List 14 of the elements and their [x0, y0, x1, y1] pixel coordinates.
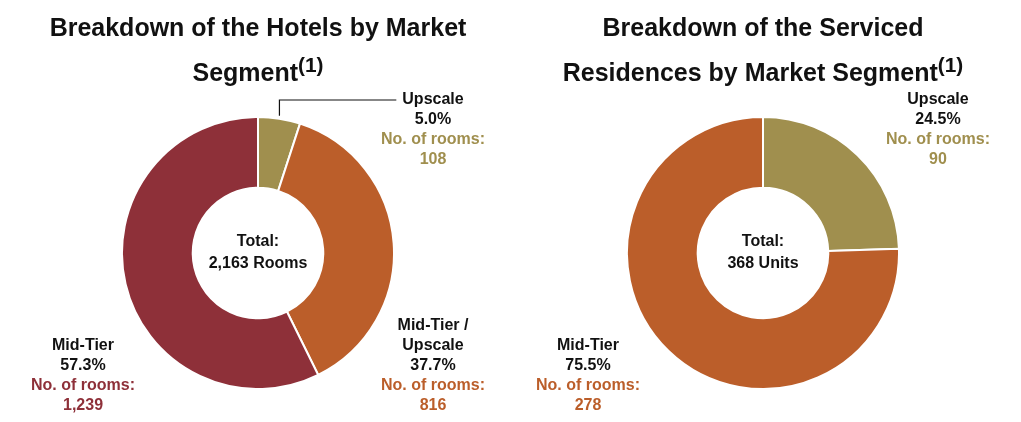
slice-label: Upscale: [907, 90, 969, 108]
chart-title: Breakdown of the Hotels by Market Segment$^{(1)}$: [48, 12, 468, 88]
data-label: 37.7% No. of rooms: 816: [381, 356, 485, 414]
slice-label: Mid-Tier: [52, 336, 114, 354]
data-label: 24.5% No. of rooms: 90: [886, 110, 990, 168]
data-label: 57.3% No. of rooms: 1,239: [31, 356, 135, 414]
text: Total: 2,163 Rooms: [208, 232, 308, 272]
slice-label: Upscale: [402, 90, 464, 108]
slice-label: Mid-Tier / Upscale: [397, 316, 469, 354]
data-label: 75.5% No. of rooms: 278: [536, 356, 640, 414]
data-label: 5.0% No. of rooms: 108: [381, 110, 485, 168]
chart-title: Breakdown of the Serviced Residences by Market Segment$^{(1)}$: [561, 12, 965, 88]
slice-label: Mid-Tier: [557, 336, 619, 354]
text: Total: 368 Units: [727, 232, 799, 272]
